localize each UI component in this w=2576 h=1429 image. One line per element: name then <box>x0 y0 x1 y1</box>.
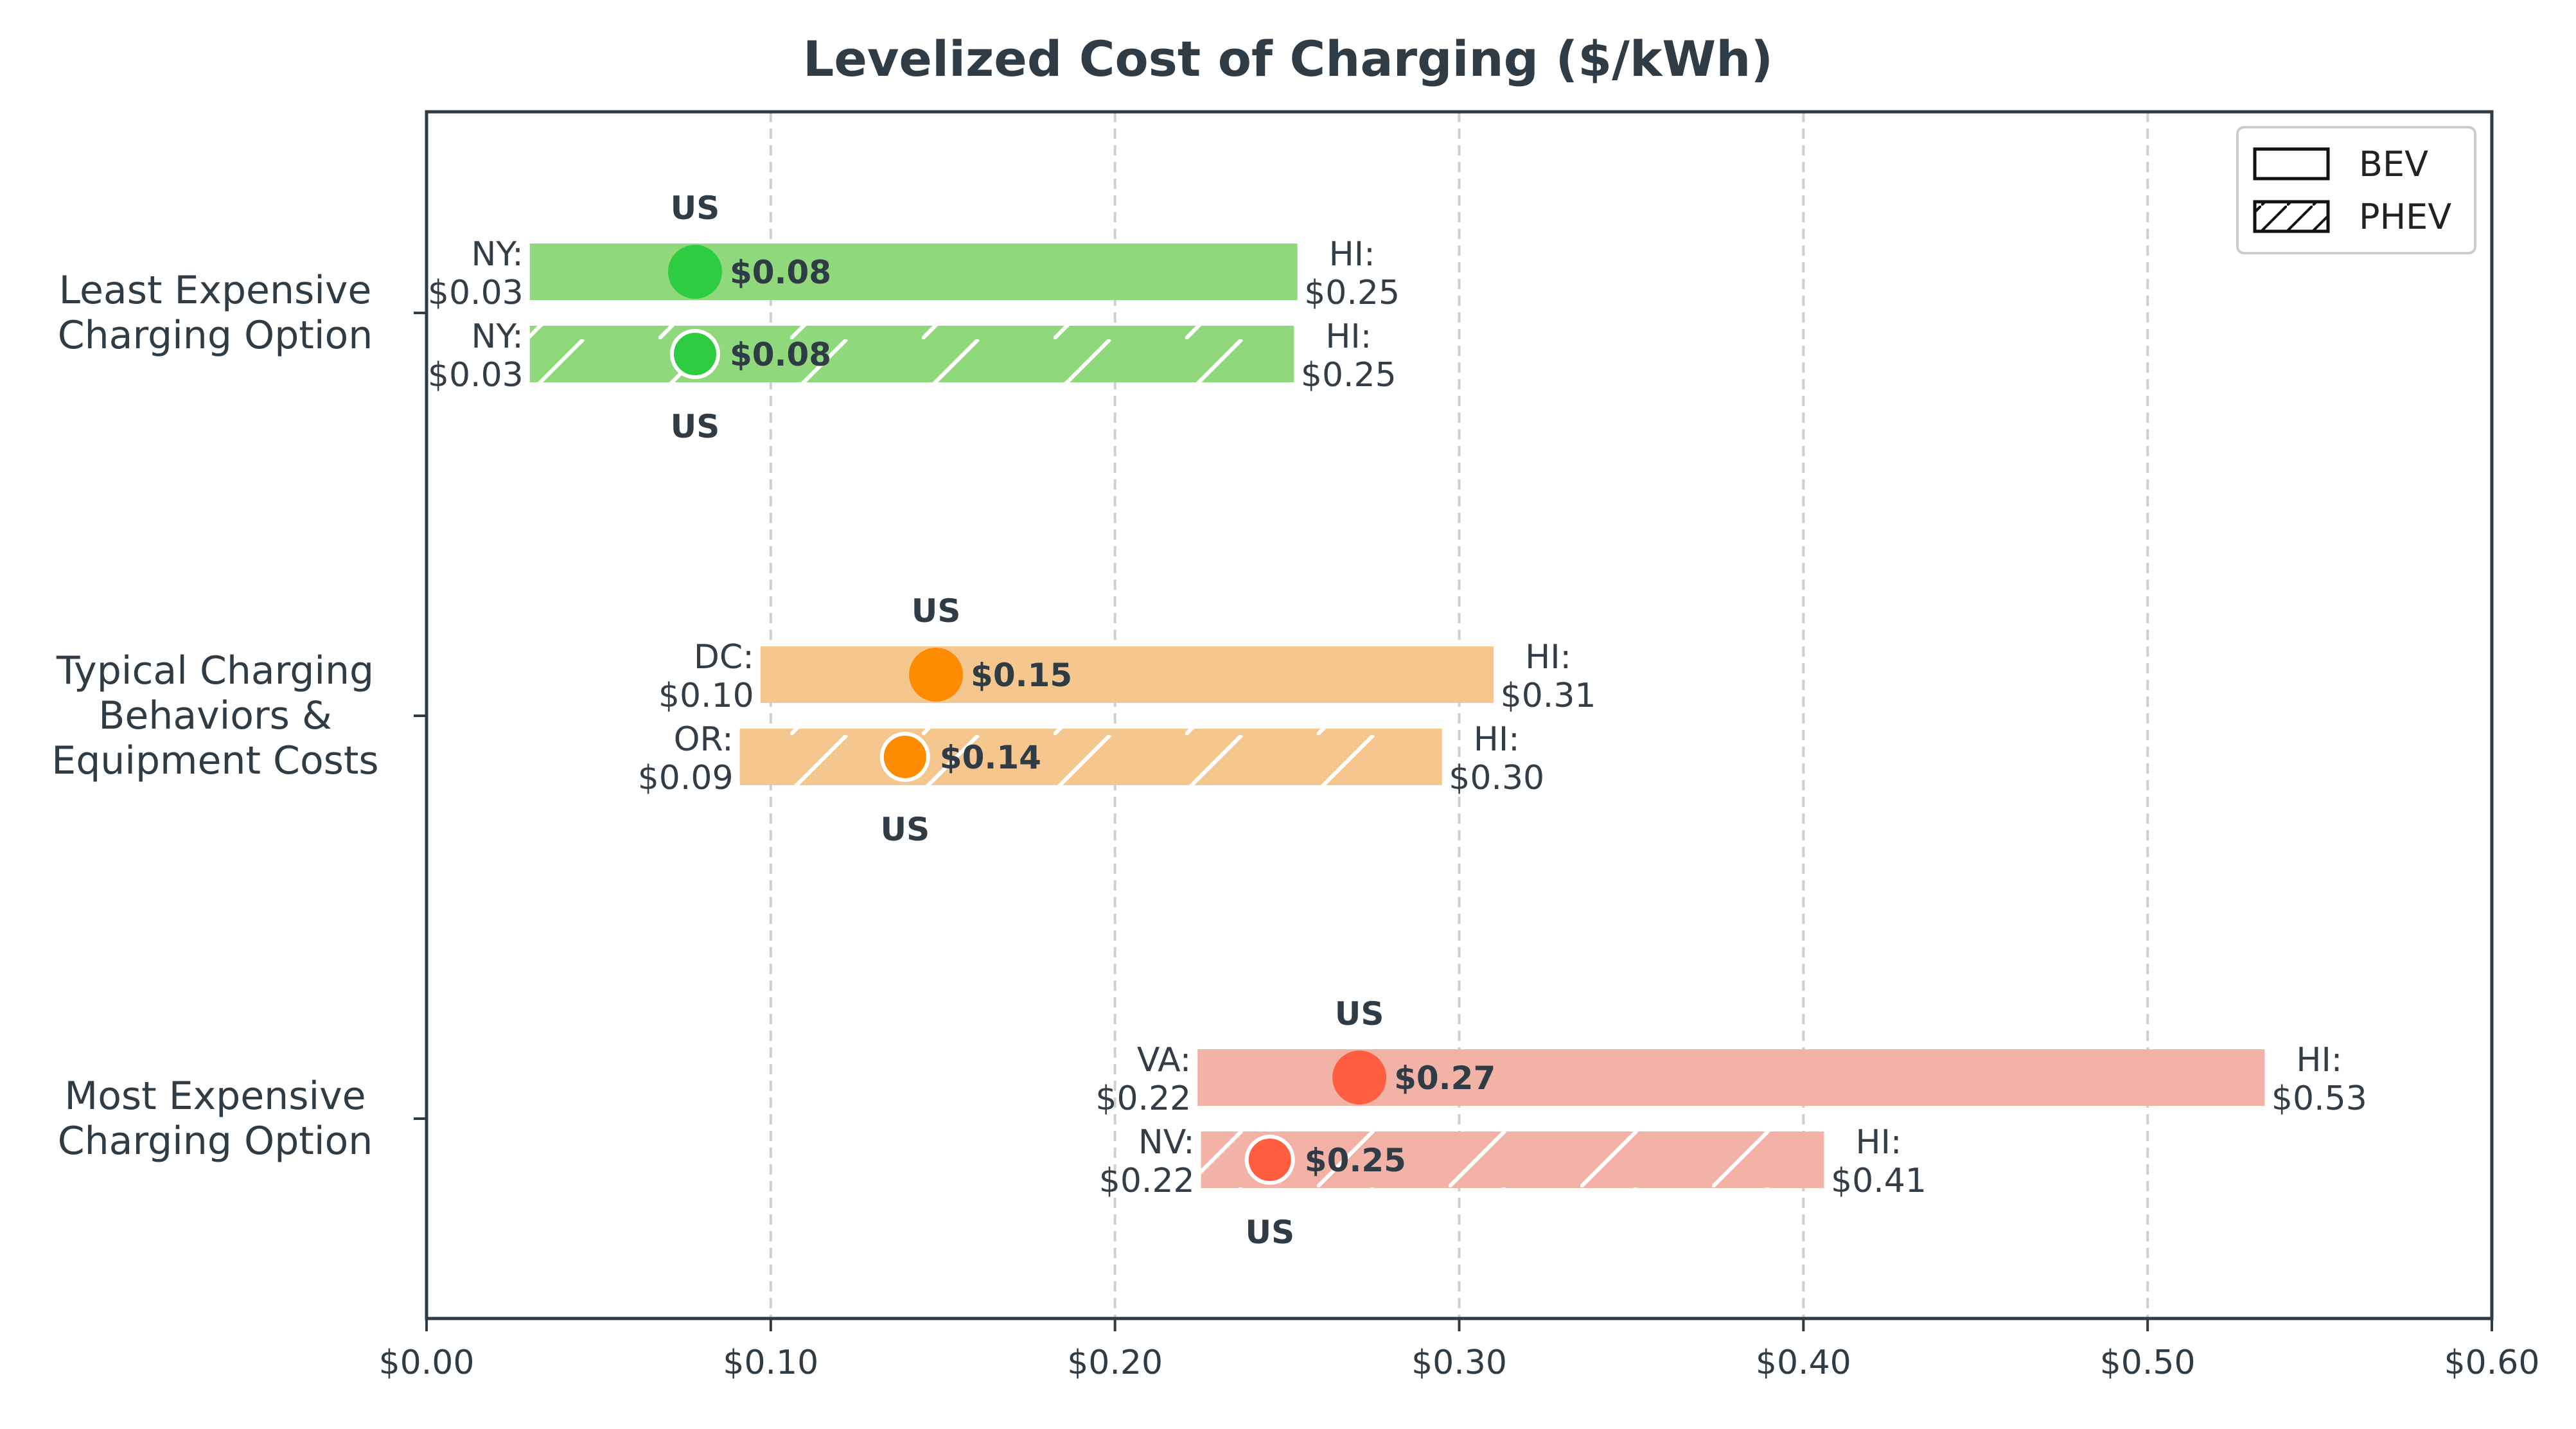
min-value: $0.10 <box>658 677 754 715</box>
min-label: OR: $0.09 <box>638 720 734 797</box>
max-state: HI: <box>1325 317 1372 356</box>
us-label: US <box>671 408 720 445</box>
max-state: HI: <box>1525 638 1571 677</box>
max-label: HI: $0.31 <box>1501 638 1596 715</box>
legend-phev-label: PHEV <box>2359 197 2451 237</box>
legend-bev-label: BEV <box>2359 144 2428 184</box>
max-label: HI: $0.30 <box>1449 720 1544 797</box>
category-label-line: Least Expensive <box>59 268 372 313</box>
range-bar-bev <box>760 646 1494 703</box>
legend-phev-swatch <box>2253 200 2330 233</box>
max-state: HI: <box>1474 720 1520 759</box>
category-label-line: Most Expensive <box>64 1074 366 1119</box>
us-label: US <box>1335 995 1384 1033</box>
min-label: VA: $0.22 <box>1095 1041 1191 1118</box>
us-dot <box>1244 1135 1295 1185</box>
category-label-line: Charging Option <box>58 313 373 358</box>
chart-title: Levelized Cost of Charging ($/kWh) <box>803 30 1773 87</box>
max-value: $0.25 <box>1301 356 1397 395</box>
max-value: $0.30 <box>1449 759 1544 797</box>
us-label: US <box>671 190 720 227</box>
us-dot <box>1332 1051 1387 1105</box>
min-label: DC: $0.10 <box>658 638 754 715</box>
min-state: NV: <box>1138 1123 1195 1162</box>
min-value: $0.03 <box>428 274 524 312</box>
range-bar-hatch <box>529 326 1294 382</box>
category-label-line: Behaviors & <box>98 693 332 738</box>
category-label: Least Expensive Charging Option <box>58 268 373 358</box>
max-label: HI: $0.25 <box>1301 317 1397 395</box>
max-state: HI: <box>2296 1041 2342 1079</box>
max-value: $0.41 <box>1831 1162 1927 1200</box>
range-bar-hatch <box>1201 1132 1824 1188</box>
x-tick-label: $0.20 <box>1067 1344 1163 1382</box>
min-value: $0.22 <box>1099 1162 1195 1200</box>
category-label: Most Expensive Charging Option <box>58 1074 373 1164</box>
category-label-line: Equipment Costs <box>51 738 378 783</box>
category-label: Typical Charging Behaviors & Equipment Cos… <box>51 648 378 783</box>
max-label: HI: $0.53 <box>2272 1041 2367 1118</box>
min-value: $0.09 <box>638 759 734 797</box>
us-value-label: $0.27 <box>1394 1060 1495 1097</box>
x-tick-label: $0.30 <box>1411 1344 1507 1382</box>
us-dot <box>909 648 964 702</box>
us-value-label: $0.08 <box>730 254 831 291</box>
category-label-line: Typical Charging <box>56 648 374 693</box>
legend-bev-swatch <box>2253 147 2330 181</box>
range-bar-hatch <box>739 729 1442 785</box>
max-value: $0.25 <box>1304 274 1400 312</box>
us-dot <box>879 732 930 782</box>
max-state: HI: <box>1855 1123 1901 1162</box>
min-state: OR: <box>674 720 734 759</box>
min-label: NY: $0.03 <box>428 317 524 395</box>
min-state: NY: <box>471 317 523 356</box>
max-label: HI: $0.25 <box>1304 235 1400 312</box>
us-value-label: $0.08 <box>730 336 831 373</box>
legend: BEV PHEV <box>2236 126 2476 254</box>
us-label: US <box>880 811 930 848</box>
min-state: DC: <box>694 638 754 677</box>
us-dot <box>669 329 720 379</box>
us-label: US <box>912 592 961 630</box>
min-label: NY: $0.03 <box>428 235 524 312</box>
min-state: VA: <box>1137 1041 1191 1079</box>
max-value: $0.31 <box>1501 677 1596 715</box>
x-tick-label: $0.50 <box>2100 1344 2196 1382</box>
max-label: HI: $0.41 <box>1831 1123 1927 1200</box>
us-value-label: $0.15 <box>971 657 1072 694</box>
us-label: US <box>1245 1214 1294 1251</box>
x-tick-label: $0.00 <box>379 1344 475 1382</box>
us-dot <box>667 245 722 299</box>
us-value-label: $0.14 <box>940 739 1041 776</box>
x-tick-label: $0.10 <box>723 1344 818 1382</box>
min-label: NV: $0.22 <box>1099 1123 1195 1200</box>
min-value: $0.03 <box>428 356 524 395</box>
range-bar-bev <box>529 244 1298 300</box>
min-value: $0.22 <box>1095 1079 1191 1118</box>
x-tick-label: $0.40 <box>1756 1344 1851 1382</box>
category-label-line: Charging Option <box>58 1119 373 1164</box>
min-state: NY: <box>471 235 523 274</box>
us-value-label: $0.25 <box>1305 1142 1406 1179</box>
x-tick-label: $0.60 <box>2444 1344 2540 1382</box>
max-value: $0.53 <box>2272 1079 2367 1118</box>
max-state: HI: <box>1329 235 1375 274</box>
